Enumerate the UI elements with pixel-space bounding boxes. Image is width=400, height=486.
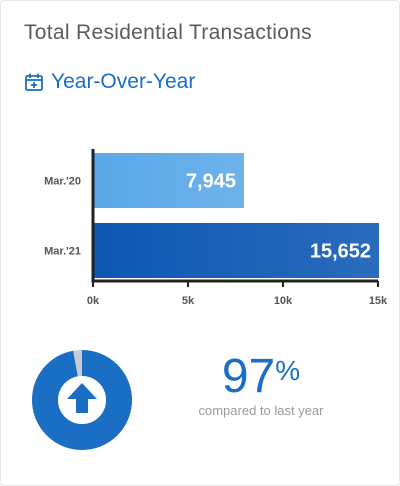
x-tick-label: 15k bbox=[369, 295, 388, 307]
period-row: Year-Over-Year bbox=[24, 69, 195, 95]
bar-value-label: 15,652 bbox=[310, 241, 371, 263]
bar-mar-21 bbox=[93, 223, 379, 278]
x-tick-label: 10k bbox=[274, 295, 293, 307]
bar-value-label: 7,945 bbox=[186, 171, 236, 193]
bar-mar-20 bbox=[93, 153, 244, 208]
calendar-plus-icon bbox=[24, 72, 44, 92]
arrow-up-icon bbox=[67, 383, 97, 413]
donut-progress bbox=[32, 350, 132, 450]
category-label: Mar.'21 bbox=[44, 246, 81, 258]
period-label: Year-Over-Year bbox=[51, 70, 196, 93]
bar-chart: 7,945 Mar.'20 15,652 Mar.'21 0k 5k 10k 15k bbox=[44, 149, 388, 307]
card-title: Total Residential Transactions bbox=[24, 21, 312, 44]
percent-value: 97 bbox=[221, 350, 276, 403]
x-tick-label: 0k bbox=[87, 295, 100, 307]
percent-caption: compared to last year bbox=[198, 403, 324, 418]
change-donut bbox=[32, 350, 132, 450]
percent-change: 97% bbox=[185, 353, 337, 401]
category-label: Mar.'20 bbox=[44, 176, 81, 188]
x-tick-label: 5k bbox=[182, 295, 195, 307]
percent-sign: % bbox=[275, 355, 301, 386]
